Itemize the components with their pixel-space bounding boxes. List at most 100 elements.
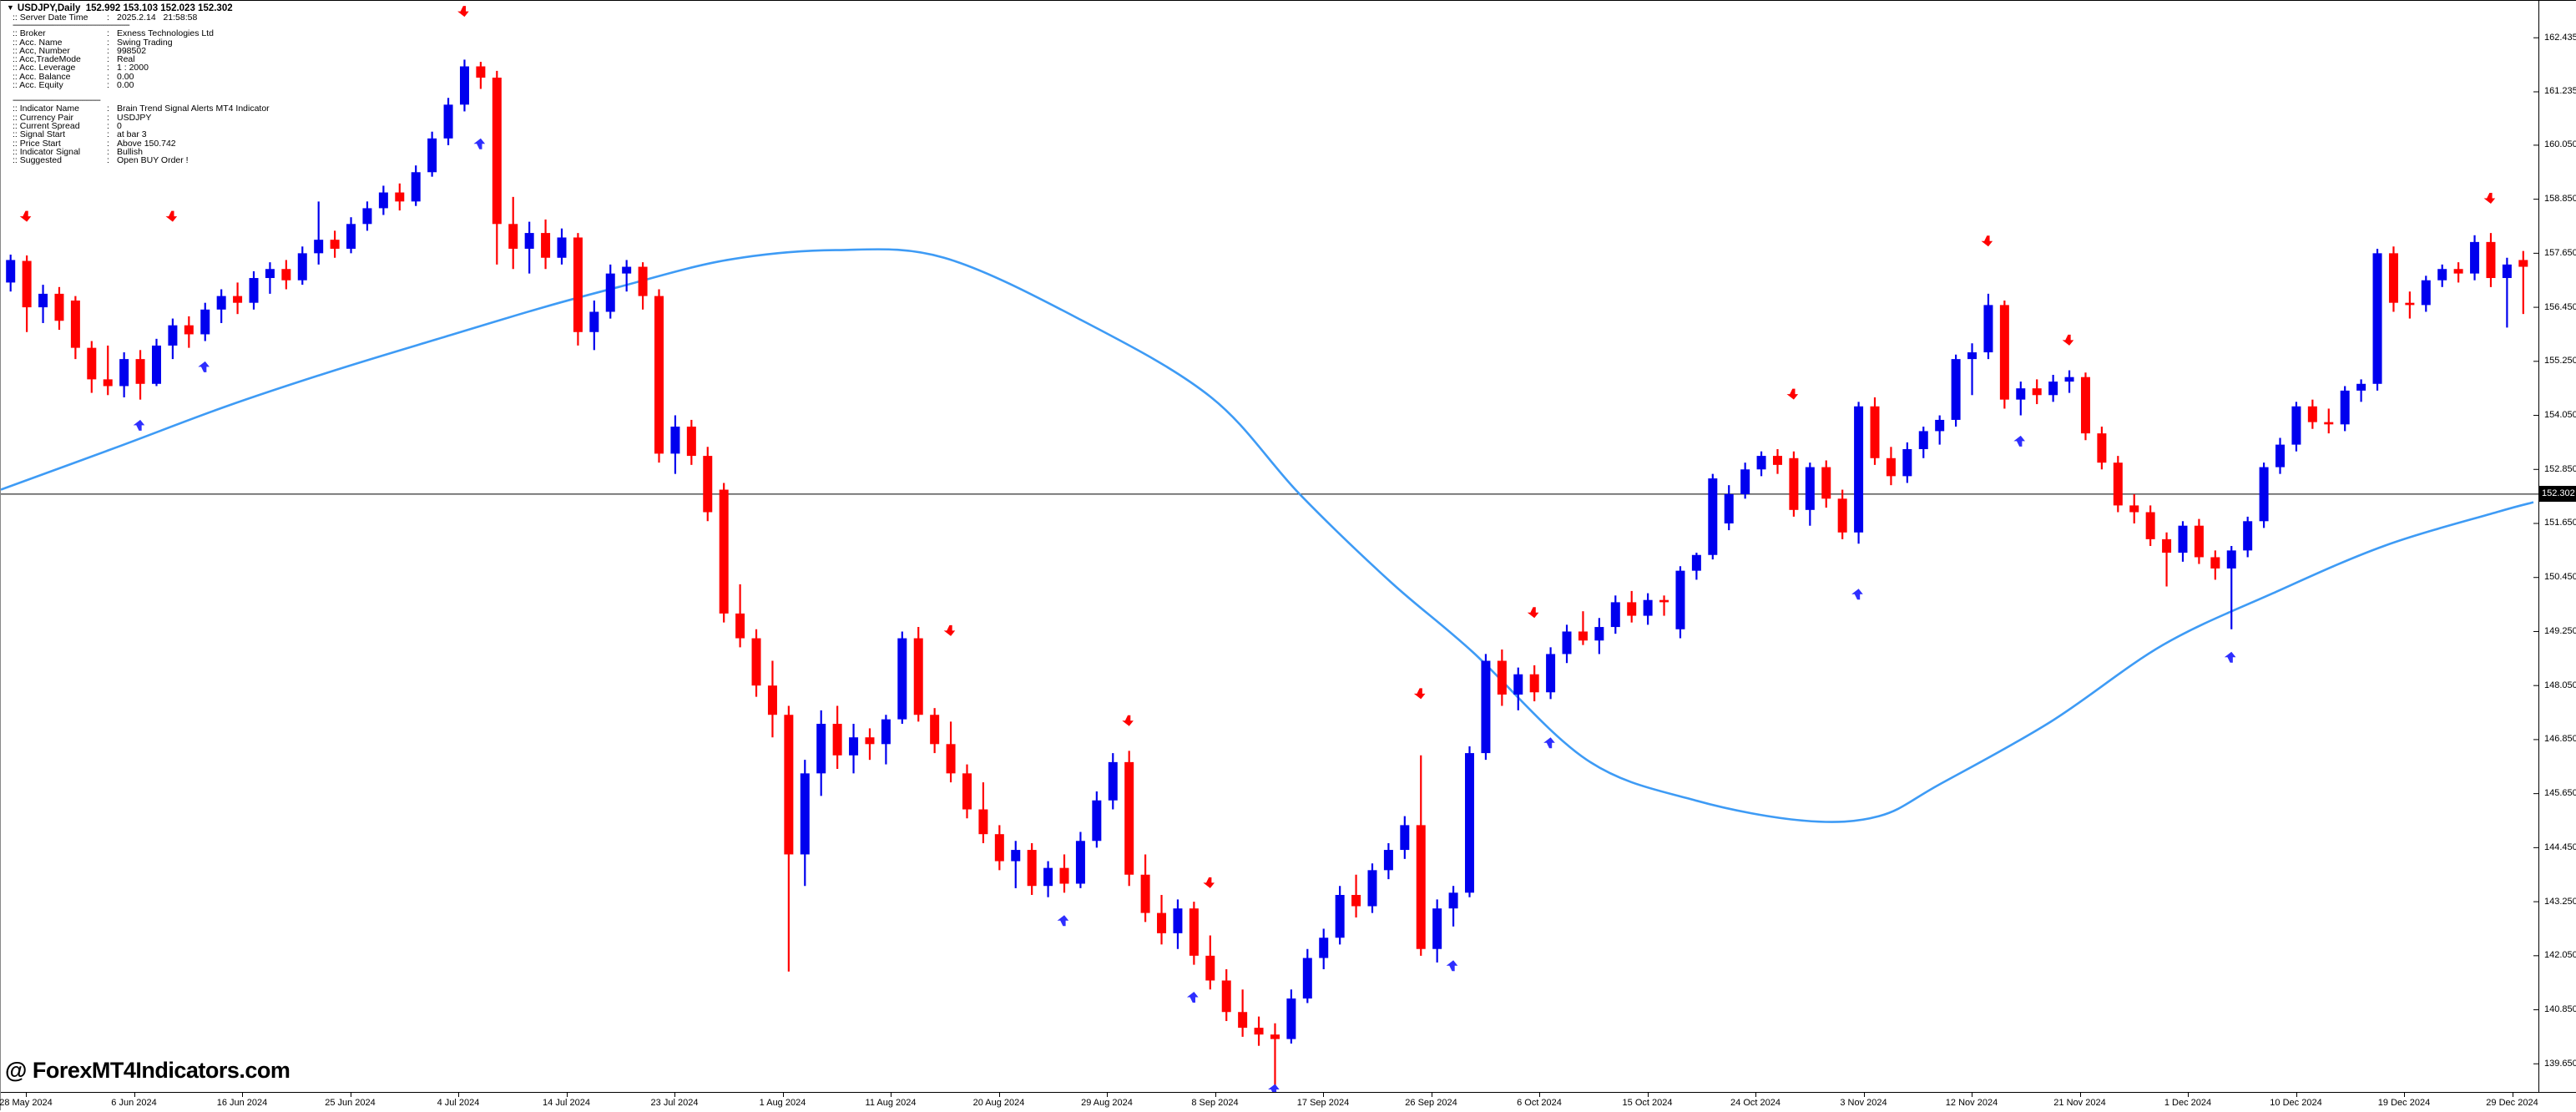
candle-body bbox=[1999, 305, 2009, 400]
info-line: :: Indicator Signal: Bullish bbox=[13, 146, 143, 157]
candle-body bbox=[2470, 241, 2480, 274]
date-axis-label: 1 Aug 2024 bbox=[759, 1098, 806, 1108]
candle-body bbox=[2194, 525, 2204, 558]
candle-body bbox=[2453, 269, 2463, 274]
candle-body bbox=[1967, 352, 1977, 360]
candle-body bbox=[119, 359, 129, 387]
candle-body bbox=[1124, 761, 1134, 875]
date-axis-label: 21 Nov 2024 bbox=[2053, 1098, 2106, 1108]
candle-body bbox=[1951, 359, 1961, 420]
candle-body bbox=[151, 345, 161, 384]
candle-body bbox=[1805, 467, 1815, 510]
candle-body bbox=[1075, 841, 1085, 884]
symbol-period-label: USDJPY,Daily bbox=[17, 3, 81, 13]
price-axis-label: 154.050 bbox=[2544, 410, 2576, 421]
date-tick bbox=[2079, 1093, 2081, 1097]
date-tick bbox=[1755, 1093, 1756, 1097]
candle-body bbox=[1529, 674, 1539, 693]
candle-body bbox=[38, 293, 48, 308]
candle-body bbox=[1789, 457, 1799, 510]
collapse-triangle-icon[interactable]: ▼ bbox=[7, 3, 14, 12]
buy-signal-arrow-icon bbox=[1851, 589, 1863, 600]
candle-body bbox=[2356, 383, 2366, 391]
sell-signal-arrow-icon bbox=[1527, 607, 1539, 619]
price-axis-label: 156.450 bbox=[2544, 301, 2576, 312]
buy-signal-arrow-icon bbox=[1446, 960, 1458, 972]
candle-body bbox=[946, 744, 956, 774]
date-tick bbox=[134, 1093, 135, 1097]
candle-body bbox=[686, 427, 696, 457]
candle-body bbox=[832, 724, 842, 756]
candle-body bbox=[654, 296, 664, 454]
candle-body bbox=[2064, 377, 2074, 382]
candle-body bbox=[1886, 457, 1896, 477]
chart-area[interactable]: ▼ USDJPY,Daily 152.992 153.103 152.023 15… bbox=[1, 1, 2538, 1092]
date-axis-label: 15 Oct 2024 bbox=[1622, 1098, 1673, 1108]
buy-signal-arrow-icon bbox=[2224, 651, 2236, 663]
date-axis-label: 28 May 2024 bbox=[0, 1098, 53, 1108]
candle-body bbox=[2502, 264, 2512, 279]
info-line: :: Indicator Name: Brain Trend Signal Ale… bbox=[13, 104, 270, 114]
candle-body bbox=[1092, 800, 1102, 842]
info-line: :: Price Start: Above 150.742 bbox=[13, 138, 176, 149]
candle-body bbox=[849, 737, 859, 756]
candle-body bbox=[881, 719, 891, 745]
candle-body bbox=[87, 347, 97, 380]
candle-body bbox=[865, 737, 875, 745]
candle-body bbox=[508, 224, 518, 249]
candle-body bbox=[800, 773, 810, 855]
candle-body bbox=[2421, 280, 2431, 306]
candle-body bbox=[2307, 406, 2317, 422]
candle-body bbox=[1481, 660, 1491, 754]
price-axis-label: 158.850 bbox=[2544, 194, 2576, 205]
candle-body bbox=[1416, 825, 1426, 949]
candle-body bbox=[1708, 478, 1718, 555]
candle-body bbox=[443, 104, 453, 139]
separator-line: ----------------------------------------… bbox=[13, 20, 130, 31]
price-axis-label: 148.050 bbox=[2544, 680, 2576, 690]
candle-body bbox=[1854, 406, 1864, 533]
candle-body bbox=[395, 192, 405, 202]
date-axis-label: 3 Nov 2024 bbox=[1840, 1098, 1887, 1108]
price-axis-label: 152.850 bbox=[2544, 463, 2576, 474]
price-axis-label: 139.650 bbox=[2544, 1058, 2576, 1069]
candle-body bbox=[2080, 377, 2090, 434]
candle-body bbox=[978, 809, 988, 835]
candle-body bbox=[1756, 456, 1766, 470]
sell-signal-arrow-icon bbox=[943, 624, 956, 636]
candle-body bbox=[103, 379, 113, 387]
candle-body bbox=[2372, 253, 2382, 384]
candle-body bbox=[2486, 241, 2496, 279]
date-tick bbox=[458, 1093, 459, 1097]
candle-body bbox=[1351, 895, 1361, 907]
info-line: :: Currency Pair: USDJPY bbox=[13, 112, 152, 123]
price-axis-label: 160.050 bbox=[2544, 139, 2576, 150]
info-line: :: Acc. Equity:0.00 bbox=[13, 80, 134, 91]
candle-body bbox=[1821, 467, 1831, 499]
candle-body bbox=[233, 296, 243, 303]
price-chart[interactable] bbox=[1, 1, 2538, 1092]
price-axis[interactable]: 152.302 162.435 161.235 160.050 158.850 157.… bbox=[2538, 1, 2576, 1092]
candle-body bbox=[1027, 850, 1037, 887]
price-axis-label: 149.250 bbox=[2544, 625, 2576, 636]
info-line: :: Acc, Number:998502 bbox=[13, 45, 147, 56]
candle-body bbox=[1562, 631, 1572, 655]
date-tick bbox=[2188, 1093, 2189, 1097]
date-axis-label: 17 Sep 2024 bbox=[1296, 1098, 1350, 1108]
candle-body bbox=[2016, 388, 2026, 400]
date-tick bbox=[674, 1093, 675, 1097]
candle-body bbox=[751, 638, 761, 686]
candle-body bbox=[1140, 874, 1150, 913]
date-tick bbox=[1863, 1093, 1865, 1097]
date-axis-label: 26 Sep 2024 bbox=[1405, 1098, 1457, 1108]
buy-signal-arrow-icon bbox=[2013, 435, 2025, 447]
candle-body bbox=[1367, 870, 1377, 907]
date-axis-label: 19 Dec 2024 bbox=[2377, 1098, 2431, 1108]
time-axis[interactable]: 28 May 2024 6 Jun 2024 16 Jun 2024 25 Jun 2… bbox=[0, 1092, 2576, 1112]
candle-body bbox=[1108, 761, 1118, 801]
candle-body bbox=[1546, 654, 1556, 693]
candle-body bbox=[1610, 602, 1620, 628]
info-line: :: Server Date Time:2025.2.14 21:58:58 bbox=[13, 13, 198, 23]
info-line: :: Acc,TradeMode: Real bbox=[13, 54, 135, 65]
candle-body bbox=[638, 266, 648, 296]
